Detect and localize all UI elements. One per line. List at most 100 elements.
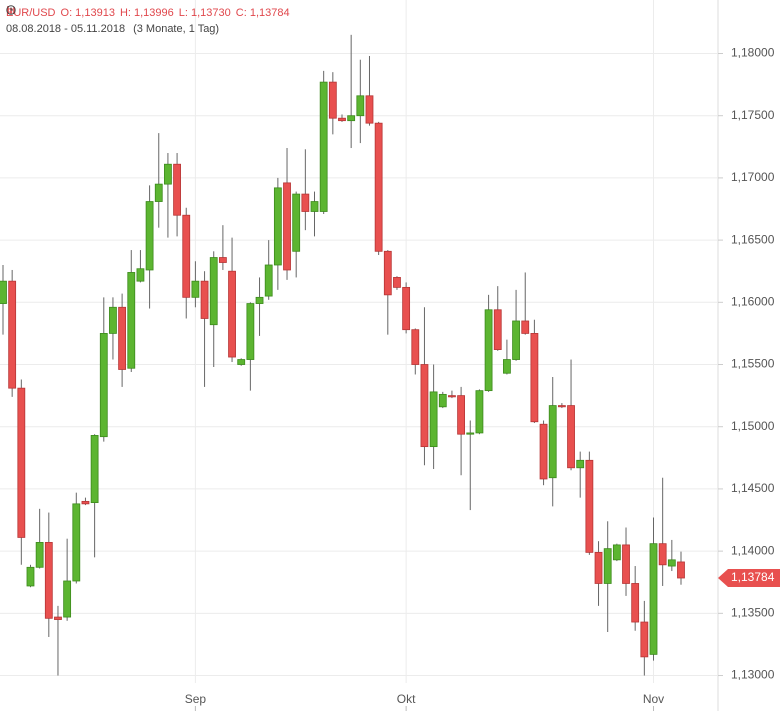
candle-body bbox=[411, 329, 420, 365]
candle-body bbox=[567, 405, 575, 469]
candle-body bbox=[319, 81, 328, 212]
candle-body bbox=[99, 333, 108, 438]
date-range: 08.08.2018 - 05.11.2018 bbox=[6, 23, 126, 35]
y-tick-label: 1,16000 bbox=[731, 294, 775, 308]
candle-body bbox=[118, 306, 127, 370]
candle-body bbox=[255, 296, 264, 304]
candle-body bbox=[521, 320, 530, 334]
candle-body bbox=[594, 551, 603, 584]
candle-body bbox=[484, 309, 493, 392]
quote-line: EUR/USD O: 1,13913 H: 1,13996 L: 1,13730 C: … bbox=[6, 5, 295, 21]
y-tick-label: 1,15000 bbox=[731, 419, 775, 433]
range-line: 08.08.2018 - 05.11.2018 (3 Monate, 1 Tag) bbox=[6, 5, 295, 37]
candle-body bbox=[557, 405, 566, 408]
period: (3 Monate, 1 Tag) bbox=[133, 23, 220, 35]
candle-body bbox=[200, 280, 209, 319]
candle-body bbox=[365, 95, 374, 124]
candle-body bbox=[72, 503, 81, 582]
candle-body bbox=[612, 544, 621, 561]
last-price-tag bbox=[718, 568, 780, 587]
candle-body bbox=[63, 580, 72, 618]
candle-body bbox=[273, 187, 282, 266]
candle-body bbox=[246, 303, 255, 360]
high: H: 1,13996 bbox=[119, 7, 174, 19]
candle-body bbox=[548, 405, 557, 479]
symbol: EUR/USD bbox=[6, 7, 56, 19]
candle-body bbox=[154, 183, 163, 202]
candle-body bbox=[585, 459, 594, 553]
candle-body bbox=[17, 387, 26, 538]
candle-body bbox=[136, 268, 145, 282]
candle-body bbox=[283, 182, 291, 271]
y-tick-label: 1,18000 bbox=[731, 46, 775, 60]
y-tick-label: 1,17000 bbox=[731, 170, 775, 184]
x-tick-label: Okt bbox=[397, 692, 416, 706]
candle-body bbox=[374, 122, 383, 252]
candle-body bbox=[310, 201, 319, 212]
low: L: 1,13730 bbox=[178, 7, 231, 19]
candle-body bbox=[677, 561, 685, 579]
candle-body bbox=[292, 193, 301, 252]
header: EUR/USD O: 1,13913 H: 1,13996 L: 1,13730 C: … bbox=[6, 5, 295, 37]
candle-body bbox=[0, 280, 7, 304]
candle-body bbox=[402, 286, 411, 331]
y-tick-label: 1,14500 bbox=[731, 481, 775, 495]
candle-body bbox=[44, 542, 53, 619]
y-tick-label: 1,17500 bbox=[731, 108, 775, 122]
candle-body bbox=[603, 548, 612, 584]
y-tick-label: 1,15500 bbox=[731, 357, 775, 371]
candle-body bbox=[81, 500, 90, 505]
candle-body bbox=[539, 423, 548, 480]
y-tick-label: 1,13500 bbox=[731, 606, 775, 620]
y-tick-label: 1,16500 bbox=[731, 232, 775, 246]
candle-body bbox=[54, 616, 62, 620]
candle-body bbox=[393, 277, 401, 288]
candle-body bbox=[475, 390, 484, 434]
candle-body bbox=[90, 435, 99, 504]
candle-body bbox=[576, 459, 585, 469]
candle-body bbox=[448, 395, 456, 398]
y-tick-label: 1,14000 bbox=[731, 543, 775, 557]
last-price-label: 1,13784 bbox=[731, 570, 775, 584]
candle-body bbox=[347, 115, 356, 122]
candle-body bbox=[338, 117, 346, 122]
candle-body bbox=[264, 264, 273, 297]
candle-body bbox=[145, 201, 154, 271]
y-tick-label: 1,13000 bbox=[731, 668, 775, 682]
candle-body bbox=[667, 559, 676, 567]
candle-body bbox=[383, 250, 392, 296]
candle-body bbox=[438, 393, 447, 408]
candle-body bbox=[127, 272, 136, 369]
candle-body bbox=[228, 270, 236, 358]
candle-body bbox=[209, 257, 218, 326]
close: C: 1,13784 bbox=[235, 7, 290, 19]
candle-body bbox=[457, 395, 466, 435]
candle-body bbox=[512, 320, 520, 360]
x-tick-label: Sep bbox=[185, 692, 207, 706]
candle-body bbox=[429, 391, 438, 448]
candle-body bbox=[8, 280, 17, 389]
candle-body bbox=[301, 193, 310, 212]
candle-body bbox=[503, 359, 511, 374]
candle-body bbox=[328, 81, 337, 119]
candle-body bbox=[466, 432, 475, 435]
candle-body bbox=[420, 364, 429, 448]
candle-body bbox=[109, 306, 117, 334]
candle-body bbox=[182, 214, 191, 298]
candle-body bbox=[631, 583, 640, 623]
candle-body bbox=[649, 543, 658, 655]
candle-body bbox=[530, 333, 539, 423]
candle-body bbox=[218, 257, 227, 263]
candle-body bbox=[640, 621, 649, 658]
x-tick-label: Nov bbox=[643, 692, 664, 706]
candle-body bbox=[493, 309, 502, 350]
candle-body bbox=[164, 163, 172, 185]
clock-icon bbox=[6, 5, 16, 15]
candle-body bbox=[26, 566, 35, 587]
candle-body bbox=[658, 543, 667, 566]
candle-body bbox=[622, 544, 630, 584]
candle-body bbox=[237, 359, 246, 365]
candle-body bbox=[191, 280, 200, 298]
